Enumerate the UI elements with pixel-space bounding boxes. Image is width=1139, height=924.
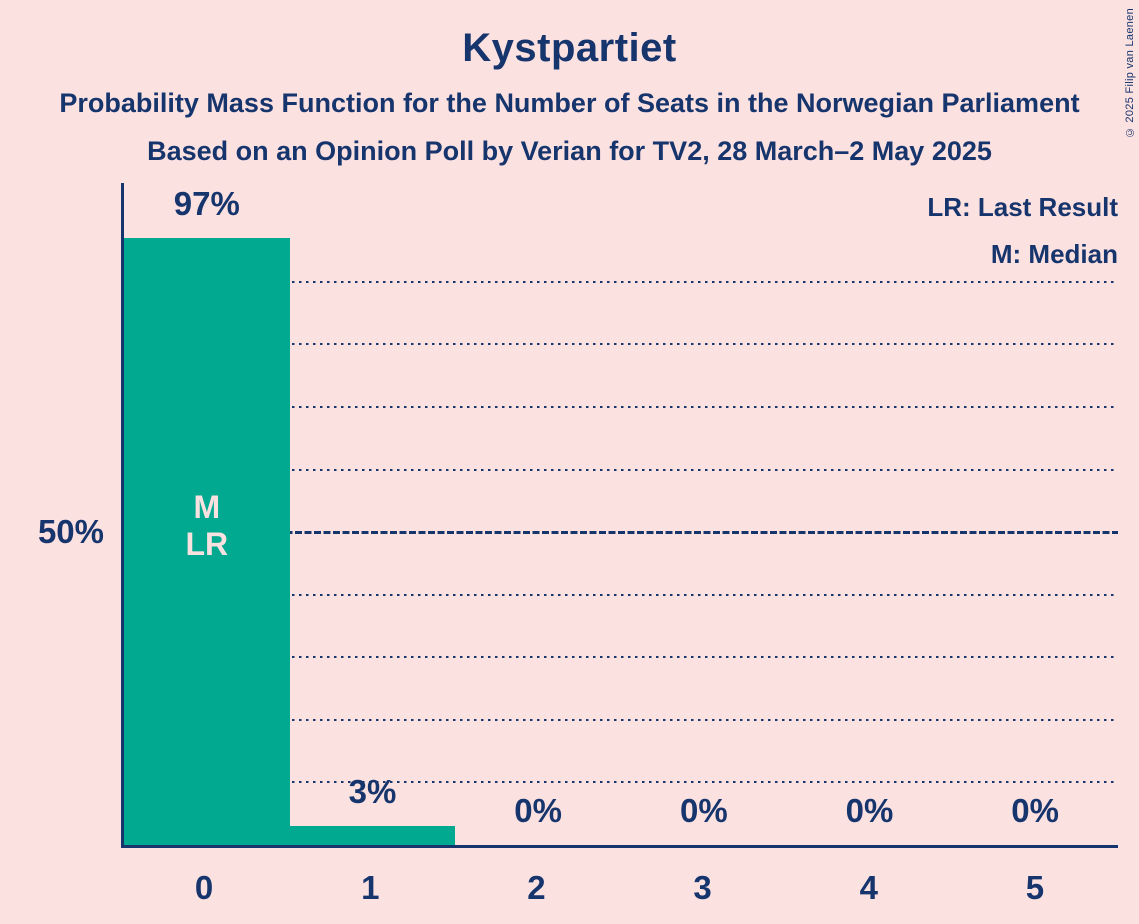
- x-tick-1: 1: [361, 869, 380, 906]
- y-axis-tick-label: 50%: [37, 513, 104, 551]
- x-tick-5: 5: [1025, 869, 1045, 906]
- x-tick-3: 3: [693, 869, 712, 906]
- gridline-80pct: [124, 343, 1118, 346]
- value-label-seats-3: 0%: [679, 792, 728, 829]
- annotation-line-lr: LR: [185, 526, 229, 563]
- x-tick-2: 2: [527, 869, 546, 906]
- value-label-seats-4: 0%: [845, 792, 894, 829]
- legend-median: M: Median: [990, 239, 1118, 269]
- gridline-40pct: [124, 593, 1118, 596]
- gridline-60pct: [124, 468, 1118, 471]
- bar-seats-0: [124, 238, 290, 845]
- chart-source-line: Based on an Opinion Poll by Verian for T…: [147, 136, 992, 166]
- bar-seats-1: [289, 826, 456, 845]
- chart-legend: LR: Last Result M: Median: [927, 184, 1118, 278]
- value-label-seats-2: 0%: [514, 792, 562, 829]
- gridline-30pct: [124, 656, 1118, 659]
- x-tick-4: 4: [859, 869, 878, 906]
- value-label-seats-0: 97%: [173, 185, 240, 223]
- bar-annotation-m-lr: M LR: [124, 489, 290, 563]
- value-label-seats-5: 0%: [1011, 792, 1059, 829]
- gridline-70pct: [124, 406, 1118, 409]
- x-axis-labels: 0 1 2 3 4 5: [121, 851, 1118, 921]
- legend-last-result: LR: Last Result: [927, 192, 1118, 222]
- plot-area: 97% 3% 0% 0% 0% 0% M LR: [121, 183, 1118, 848]
- gridline-90pct: [124, 280, 1118, 283]
- gridline-10pct: [124, 781, 1118, 784]
- gridline-50pct-major: [124, 530, 1118, 534]
- x-tick-0: 0: [194, 869, 214, 906]
- chart-title: Kystpartiet: [462, 26, 677, 70]
- value-label-seats-1: 3%: [348, 773, 397, 811]
- gridline-20pct: [124, 718, 1118, 721]
- chart-subtitle: Probability Mass Function for the Number…: [59, 88, 1080, 118]
- annotation-line-m: M: [193, 489, 221, 526]
